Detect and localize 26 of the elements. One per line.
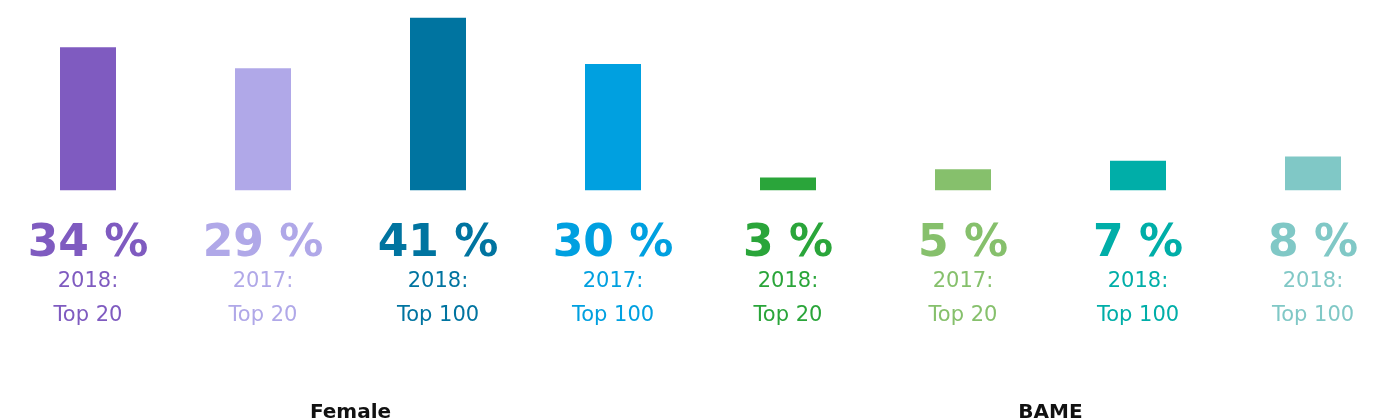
x-tick-label: 2017: Top 100 — [570, 268, 655, 326]
bar — [235, 68, 291, 191]
bar — [1285, 156, 1341, 191]
x-tick-label: 2018: Top 100 — [1095, 268, 1180, 326]
data-label: 41 % — [377, 214, 499, 266]
text: BAME — [1018, 398, 1083, 419]
x-tick-label: 2018: Top 100 — [1270, 268, 1355, 326]
x-tick-label: 2018: Top 20 — [752, 268, 823, 326]
data-label: 34 % — [27, 214, 149, 266]
bar — [410, 17, 466, 191]
x-tick-label: 2018: Top 100 — [395, 268, 480, 326]
x-tick-label: 2018: Top 20 — [52, 268, 123, 326]
data-label: 5 % — [917, 214, 1009, 266]
bar — [1110, 160, 1166, 191]
data-label: 7 % — [1092, 214, 1184, 266]
data-label: 8 % — [1267, 214, 1359, 266]
x-tick-label: 2017: Top 20 — [927, 268, 998, 326]
bar — [60, 47, 116, 191]
data-label: 30 % — [552, 214, 674, 266]
x-tick-label: 2017: Top 20 — [227, 268, 298, 326]
data-label: 29 % — [202, 214, 324, 266]
data-label: 3 % — [742, 214, 834, 266]
bar — [935, 169, 991, 191]
text: Female — [309, 398, 392, 419]
bar — [760, 177, 816, 191]
bar — [585, 64, 641, 191]
